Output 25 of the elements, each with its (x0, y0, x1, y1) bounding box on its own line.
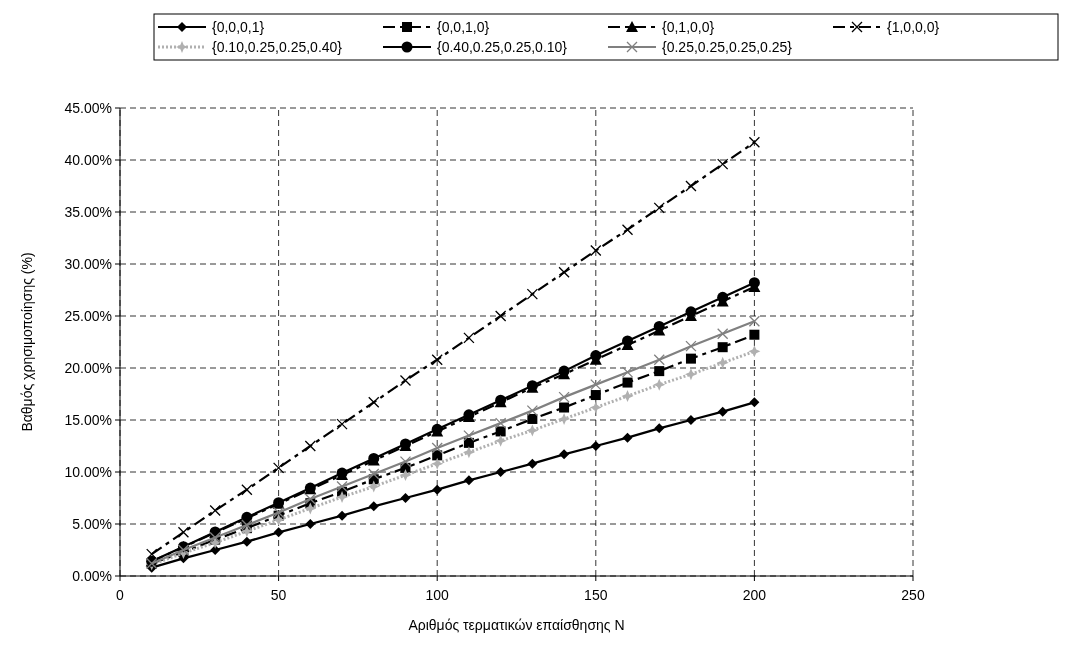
y-axis-title: Βαθμός χρησιμοποίησης (%) (19, 252, 35, 432)
x-tick-label: 250 (901, 587, 925, 603)
y-tick-label: 40.00% (64, 151, 112, 168)
y-tick-label: 0.00% (72, 567, 112, 584)
x-axis-title: Αριθμός τερματικών επαίσθησης N (408, 617, 625, 633)
legend-label: {0.25,0.25,0.25,0.25} (662, 38, 793, 55)
legend-label: {1,0,0,0} (887, 18, 940, 35)
x-tick-label: 100 (425, 587, 450, 603)
legend-label: {0.40,0.25,0.25,0.10} (437, 38, 568, 55)
y-tick-label: 45.00% (64, 99, 112, 116)
y-tick-label: 30.00% (64, 255, 112, 272)
x-tick-label: 200 (742, 587, 767, 603)
x-tick-label: 150 (584, 587, 608, 603)
legend-label: {0,0,0,1} (212, 18, 265, 35)
y-tick-label: 10.00% (64, 463, 112, 480)
x-tick-label: 50 (270, 587, 287, 603)
legend-label: {0,1,0,0} (662, 18, 715, 35)
x-tick-label: 0 (116, 587, 125, 603)
y-tick-label: 20.00% (64, 359, 112, 376)
y-tick-label: 5.00% (72, 515, 112, 532)
legend-label: {0,0,1,0} (437, 18, 490, 35)
y-tick-label: 15.00% (64, 411, 112, 428)
legend-label: {0.10,0.25,0.25,0.40} (212, 38, 343, 55)
y-tick-label: 35.00% (64, 203, 112, 220)
y-tick-label: 25.00% (64, 307, 112, 324)
